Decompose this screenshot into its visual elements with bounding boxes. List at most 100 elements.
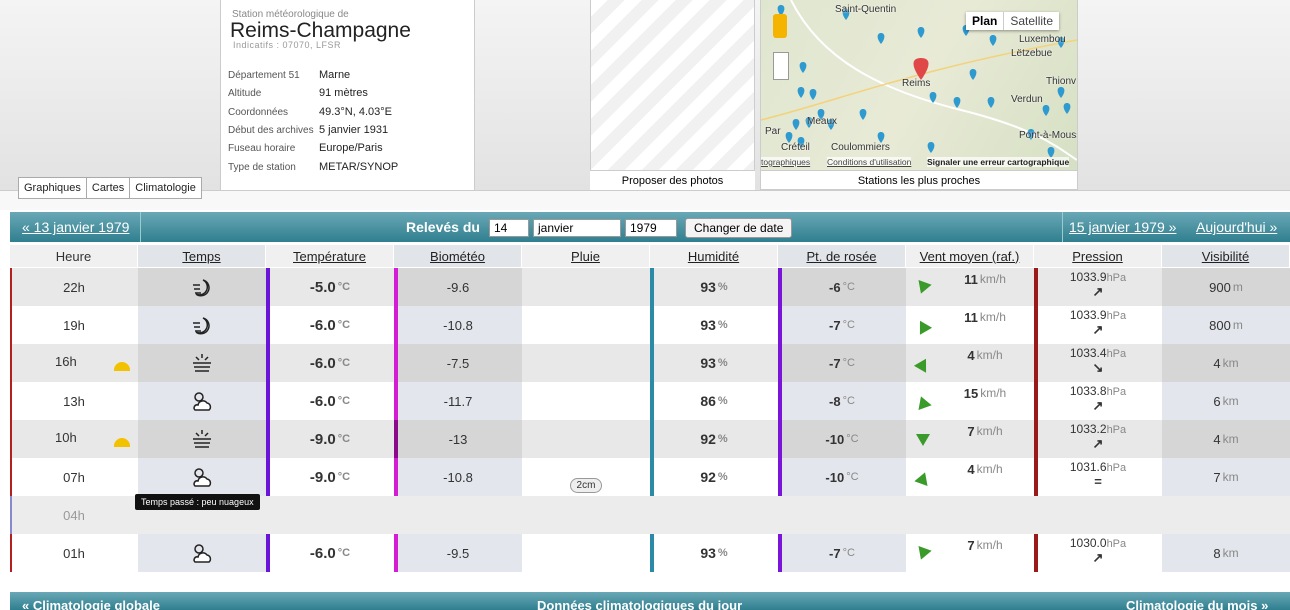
- year-select[interactable]: 1979: [625, 219, 677, 237]
- weather-icon[interactable]: [190, 465, 214, 489]
- pressure: 1033.8: [1070, 384, 1107, 398]
- unit: %: [718, 547, 728, 559]
- column-header-text[interactable]: Vent moyen (raf.): [920, 249, 1020, 264]
- footer-right[interactable]: Climatologie du mois »: [1126, 598, 1268, 610]
- temperature-cell: -6.0°C: [266, 306, 394, 344]
- map-credit[interactable]: tographiques: [761, 157, 810, 167]
- temperature-cell: -9.0°C: [266, 420, 394, 458]
- column-header: Vent moyen (raf.): [906, 245, 1034, 267]
- humidity-cell: 93%: [650, 268, 778, 306]
- map-type-button[interactable]: Plan: [966, 12, 1003, 30]
- column-header: Biométéo: [394, 245, 522, 267]
- unit: hPa: [1107, 386, 1127, 398]
- pegman[interactable]: [773, 14, 787, 38]
- weather-icon-cell: [138, 344, 266, 382]
- visibility: 800: [1209, 318, 1231, 333]
- temperature: -6.0: [310, 317, 336, 334]
- dew-point-cell: -10°C: [778, 420, 906, 458]
- change-date-button[interactable]: Changer de date: [685, 218, 792, 238]
- station-pin[interactable]: [954, 97, 961, 108]
- station-pin[interactable]: [988, 97, 995, 108]
- column-header-text[interactable]: Pluie: [571, 249, 600, 264]
- unit: km/h: [980, 310, 1006, 324]
- pressure-trend: ↗: [1093, 322, 1104, 338]
- prev-day[interactable]: « 13 janvier 1979: [22, 219, 129, 235]
- unit: km: [1223, 356, 1239, 370]
- station-pin[interactable]: [990, 35, 997, 46]
- map-credit[interactable]: Conditions d'utilisation: [827, 157, 911, 167]
- column-header: Pluie: [522, 245, 650, 267]
- unit: °C: [338, 281, 350, 293]
- column-header-text[interactable]: Visibilité: [1202, 249, 1249, 264]
- column-header-text[interactable]: Humidité: [688, 249, 739, 264]
- weather-icon[interactable]: [190, 541, 214, 565]
- station-pin[interactable]: [878, 33, 885, 44]
- map-place: Verdun: [1011, 94, 1043, 105]
- weather-icon[interactable]: [190, 275, 214, 299]
- visibility-cell: 800m: [1162, 306, 1290, 344]
- biometeo-cell: -9.5: [394, 534, 522, 572]
- hour: 16h: [55, 354, 77, 369]
- unit: km/h: [980, 272, 1006, 286]
- visibility-cell: 6km: [1162, 382, 1290, 420]
- dew-point: -7: [829, 356, 841, 371]
- info-label: Début des archives: [228, 125, 314, 136]
- column-header-text[interactable]: Pt. de rosée: [806, 249, 876, 264]
- info-value: Marne: [319, 69, 350, 81]
- station-pin[interactable]: [800, 62, 807, 73]
- temperature-cell: -6.0°C: [266, 534, 394, 572]
- day-select[interactable]: 14: [489, 219, 529, 237]
- info-value: 49.3°N, 4.03°E: [319, 106, 392, 118]
- today[interactable]: Aujourd'hui »: [1196, 219, 1277, 235]
- map-credit[interactable]: Signaler une erreur cartographique: [927, 157, 1069, 167]
- wind-cell: 4km/h: [906, 344, 1034, 382]
- weather-icon-cell: [138, 458, 266, 496]
- station-pin[interactable]: [928, 142, 935, 153]
- station-pin[interactable]: [1058, 87, 1065, 98]
- station-pin[interactable]: [860, 109, 867, 120]
- next-day[interactable]: 15 janvier 1979 »: [1069, 219, 1176, 235]
- map-type-control: PlanSatellite: [966, 12, 1059, 30]
- biometeo: -9.5: [447, 546, 469, 561]
- map-type-button[interactable]: Satellite: [1003, 12, 1059, 30]
- weather-icon-cell: [138, 382, 266, 420]
- info-value: METAR/SYNOP: [319, 161, 398, 173]
- zoom-control[interactable]: [773, 52, 789, 80]
- photos-caption[interactable]: Proposer des photos: [590, 170, 755, 190]
- hour: 01h: [63, 546, 85, 561]
- month-select[interactable]: janvier: [533, 219, 621, 237]
- column-header-text[interactable]: Température: [293, 249, 366, 264]
- unit: hPa: [1107, 348, 1127, 360]
- station-marker[interactable]: [914, 58, 929, 80]
- weather-icon[interactable]: [190, 389, 214, 413]
- biometeo-cell: -9.6: [394, 268, 522, 306]
- humidity: 93: [700, 317, 716, 333]
- tab[interactable]: Climatologie: [129, 178, 201, 198]
- weather-icon[interactable]: [190, 313, 214, 337]
- temperature: -9.0: [310, 469, 336, 486]
- station-pin[interactable]: [798, 87, 805, 98]
- station-pin[interactable]: [970, 69, 977, 80]
- column-header-text[interactable]: Biométéo: [430, 249, 485, 264]
- footer-left[interactable]: « Climatologie globale: [22, 598, 160, 610]
- weather-icon[interactable]: [190, 427, 214, 451]
- unit: hPa: [1107, 272, 1127, 284]
- station-pin[interactable]: [810, 89, 817, 100]
- unit: %: [718, 319, 728, 331]
- column-header-text[interactable]: Pression: [1072, 249, 1123, 264]
- humidity-cell: 92%: [650, 420, 778, 458]
- photos-panel[interactable]: [590, 0, 755, 190]
- station-pin[interactable]: [1043, 105, 1050, 116]
- table-cell: [522, 268, 650, 306]
- table-cell: [522, 306, 650, 344]
- column-header-text[interactable]: Temps: [182, 249, 220, 264]
- tab[interactable]: Graphiques: [19, 178, 86, 198]
- station-pin[interactable]: [918, 27, 925, 38]
- map-place: Luxembou: [1019, 34, 1066, 45]
- weather-icon[interactable]: [190, 351, 214, 375]
- station-pin[interactable]: [1064, 103, 1071, 114]
- tab[interactable]: Cartes: [86, 178, 129, 198]
- hour: 13h: [63, 394, 85, 409]
- station-pin[interactable]: [793, 119, 800, 130]
